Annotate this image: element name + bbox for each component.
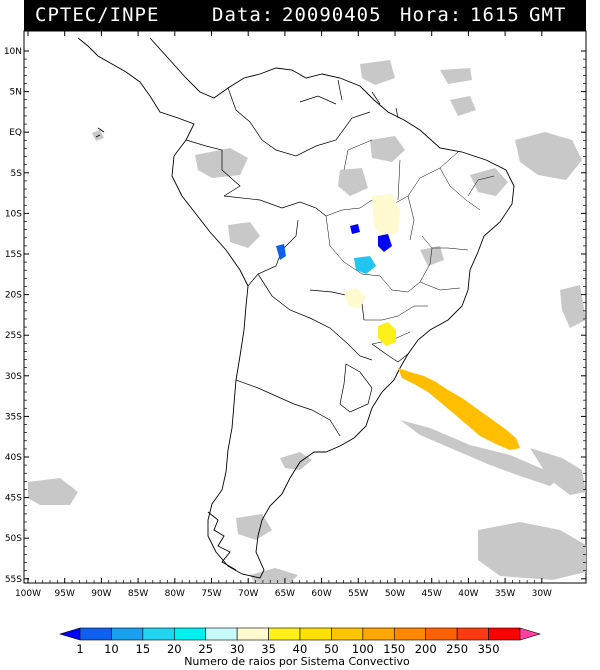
colorbar-tick: 15 bbox=[136, 642, 151, 656]
colorbar-segment bbox=[488, 627, 521, 641]
lon-label: 35W bbox=[495, 589, 515, 599]
lat-label: 5S bbox=[11, 169, 23, 179]
colorbar-segment bbox=[236, 627, 269, 641]
date-label: Data: bbox=[212, 4, 275, 26]
colorbar-tick: 250 bbox=[446, 642, 468, 656]
time-label: Hora: bbox=[400, 4, 463, 26]
lat-label: 10N bbox=[4, 47, 22, 57]
longitude-axis: 100W 95W 90W 85W 80W 75W 70W 65W 60W 55W 50W 45W 40W… bbox=[15, 31, 552, 599]
time-value: 1615 bbox=[470, 4, 520, 26]
system-tocantins-cream bbox=[372, 194, 400, 240]
lon-label: 65W bbox=[275, 589, 295, 599]
lat-label: 20S bbox=[5, 291, 22, 301]
lat-label: 35S bbox=[5, 412, 22, 422]
colorbar-segment bbox=[142, 627, 175, 641]
system-small-blue bbox=[350, 224, 360, 234]
colorbar-tick: 20 bbox=[167, 642, 182, 656]
colorbar-segment bbox=[79, 627, 112, 641]
colorbar-segment bbox=[456, 627, 489, 641]
colorbar-tick: 150 bbox=[383, 642, 405, 656]
colorbar-right-tip bbox=[519, 627, 542, 641]
lat-label: 5N bbox=[10, 88, 22, 98]
colorbar-tick: 10 bbox=[104, 642, 119, 656]
system-parana-yellow bbox=[378, 322, 396, 346]
lon-label: 85W bbox=[128, 589, 148, 599]
header-bar: CPTEC/INPE Data: 20090405 Hora: 1615 GMT bbox=[24, 0, 586, 31]
colorbar bbox=[58, 627, 542, 641]
lat-label: EQ bbox=[9, 128, 22, 138]
lat-label: 30S bbox=[5, 372, 22, 382]
system-mt-cyan bbox=[354, 256, 376, 274]
lon-label: 95W bbox=[55, 589, 75, 599]
colorbar-segment bbox=[362, 627, 395, 641]
timezone-label: GMT bbox=[529, 4, 567, 26]
convective-systems bbox=[276, 194, 520, 450]
colorbar-tick: 30 bbox=[230, 642, 245, 656]
colorbar-segment bbox=[111, 627, 144, 641]
lat-label: 55S bbox=[5, 575, 22, 585]
system-bolivia-blue bbox=[276, 244, 286, 260]
coastline bbox=[77, 37, 515, 579]
lat-label: 15S bbox=[5, 250, 22, 260]
colorbar-tick: 40 bbox=[293, 642, 308, 656]
colorbar-segment bbox=[393, 627, 427, 641]
lat-label: 25S bbox=[5, 331, 22, 341]
colorbar-tick: 1 bbox=[76, 642, 83, 656]
colorbar-segment bbox=[299, 627, 332, 641]
system-atlantic-amber bbox=[398, 368, 520, 450]
colorbar-tick: 50 bbox=[324, 642, 339, 656]
lon-label: 45W bbox=[422, 589, 442, 599]
lon-label: 70W bbox=[238, 589, 258, 599]
lat-label: 40S bbox=[5, 453, 22, 463]
colorbar-tick-labels: 1 10 15 20 25 30 35 40 50 100 150 200 250 350 bbox=[76, 642, 499, 656]
colorbar-tick: 100 bbox=[352, 642, 374, 656]
colorbar-segment bbox=[268, 627, 301, 641]
lon-label: 30W bbox=[532, 589, 552, 599]
date-value: 20090405 bbox=[282, 4, 382, 26]
system-goias-blue bbox=[378, 234, 392, 252]
lon-label: 50W bbox=[385, 589, 405, 599]
source-label: CPTEC/INPE bbox=[35, 4, 160, 26]
map-frame bbox=[23, 30, 587, 584]
lat-label: 45S bbox=[5, 494, 22, 504]
state-borders bbox=[325, 139, 495, 345]
system-ms-cream bbox=[344, 288, 366, 308]
lon-label: 80W bbox=[165, 589, 185, 599]
lon-label: 40W bbox=[458, 589, 478, 599]
lon-label: 90W bbox=[91, 589, 111, 599]
colorbar-tick: 25 bbox=[198, 642, 213, 656]
lon-label: 75W bbox=[201, 589, 221, 599]
country-borders bbox=[185, 79, 409, 437]
lat-label: 10S bbox=[5, 209, 22, 219]
lon-label: 100W bbox=[15, 589, 41, 599]
colorbar-tick: 200 bbox=[415, 642, 437, 656]
colorbar-title: Numero de raios por Sistema Convectivo bbox=[184, 655, 410, 668]
colorbar-segment bbox=[205, 627, 238, 641]
colorbar-segment bbox=[173, 627, 207, 641]
lon-label: 55W bbox=[348, 589, 368, 599]
cloud-cover bbox=[28, 60, 586, 583]
colorbar-segment bbox=[425, 627, 458, 641]
latitude-axis: 10N 5N EQ 5S 10S 15S 20S 25S 30S 35S 40S 45S 50S 55S bbox=[4, 47, 586, 585]
colorbar-tick: 350 bbox=[478, 642, 500, 656]
colorbar-left-tip bbox=[58, 627, 81, 641]
colorbar-segment bbox=[331, 627, 364, 641]
lon-label: 60W bbox=[311, 589, 331, 599]
colorbar-tick: 35 bbox=[261, 642, 276, 656]
lat-label: 50S bbox=[5, 534, 22, 544]
